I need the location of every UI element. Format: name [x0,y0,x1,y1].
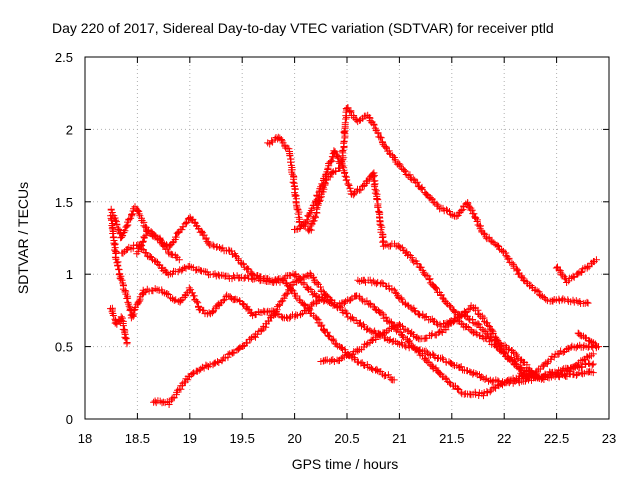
series-track-b [107,212,330,322]
x-tick-label: 20 [287,431,301,446]
data-point-markers [118,241,398,384]
x-tick-label: 22 [497,431,511,446]
x-tick-label: 18 [78,431,92,446]
x-tick-label: 21.5 [439,431,464,446]
data-point-markers [107,304,131,348]
y-tick-label: 1.5 [55,195,73,210]
x-tick-label: 20.5 [334,431,359,446]
x-axis-label: GPS time / hours [291,456,399,472]
x-tick-label: 19 [183,431,197,446]
series-track-c [107,304,131,348]
y-tick-label: 1 [66,267,73,282]
data-point-markers [107,212,330,322]
y-tick-label: 2 [66,122,73,137]
x-tick-label: 19.5 [230,431,255,446]
data-point-markers [264,104,592,307]
x-tick-label: 18.5 [125,431,150,446]
series-track-j [354,276,597,383]
data-point-markers [552,256,600,286]
x-tick-label: 21 [392,431,406,446]
y-tick-label: 2.5 [55,50,73,65]
y-tick-label: 0 [66,412,73,427]
x-tick-label: 23 [602,431,616,446]
series-track-e [133,227,183,264]
x-tick-label: 22.5 [544,431,569,446]
chart-title: Day 220 of 2017, Sidereal Day-to-day VTE… [52,20,554,36]
data-point-markers [574,329,600,351]
series-track-d [118,241,398,384]
data-point-markers [354,276,597,383]
data-point-markers [133,227,183,264]
series-track-k [552,256,600,286]
series-track-l [574,329,600,351]
y-tick-label: 0.5 [55,340,73,355]
series-track-g [264,104,592,307]
